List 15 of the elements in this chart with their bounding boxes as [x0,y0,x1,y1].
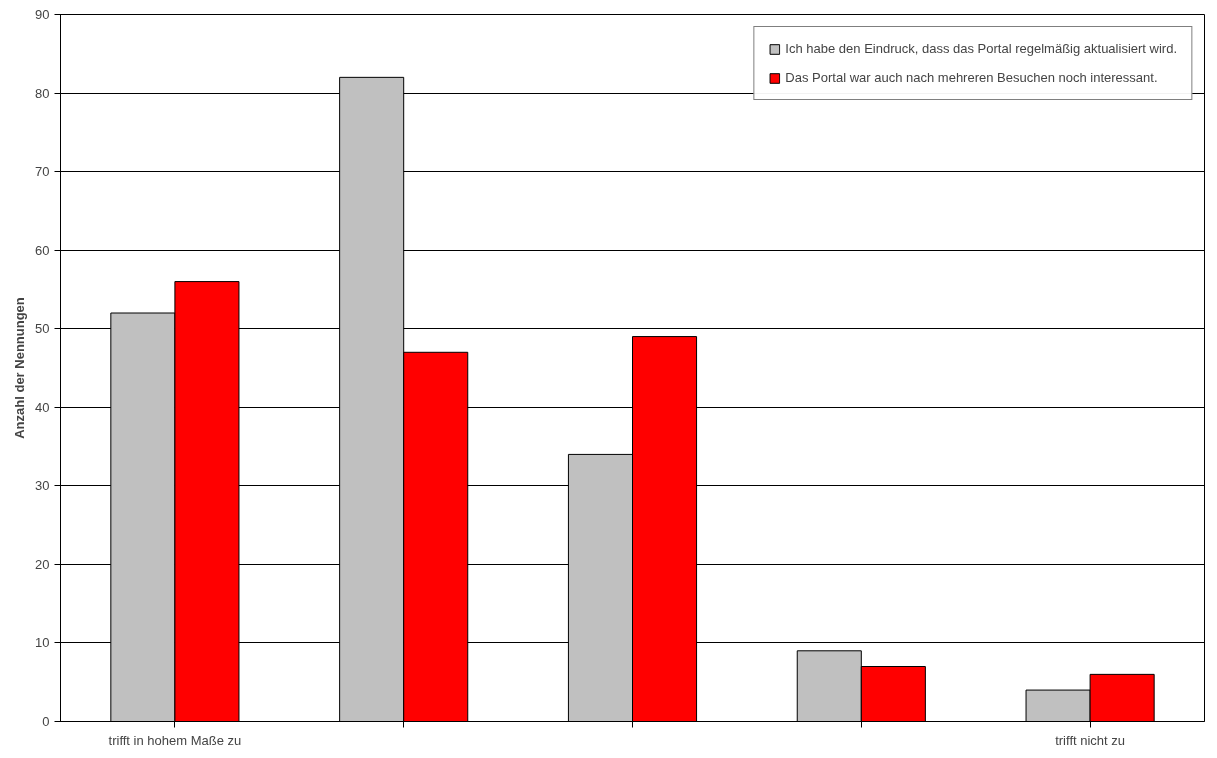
x-tick-label: trifft nicht zu [1055,732,1126,748]
y-tick-label: 50 [35,321,50,337]
y-tick-label: 0 [42,714,50,729]
y-tick-label: 80 [35,85,50,101]
y-tick-label: 60 [35,242,50,258]
y-tick-label: 30 [35,478,50,494]
y-tick-label: 40 [35,399,50,415]
y-tick-label: 20 [35,556,50,572]
y-tick-label: 70 [35,164,50,180]
x-tick-label: trifft in hohem Maße zu [108,732,242,748]
legend-label: Das Portal war auch nach mehreren Besuchen noch interessant. [785,70,1158,85]
y-tick-label: 10 [35,635,50,651]
y-tick-label: 90 [35,7,50,22]
legend-label: Ich habe den Eindruck, dass das Portal regelmäßig aktualisiert wird. [785,41,1177,56]
y-axis-title: Anzahl der Nennungen [12,297,28,439]
